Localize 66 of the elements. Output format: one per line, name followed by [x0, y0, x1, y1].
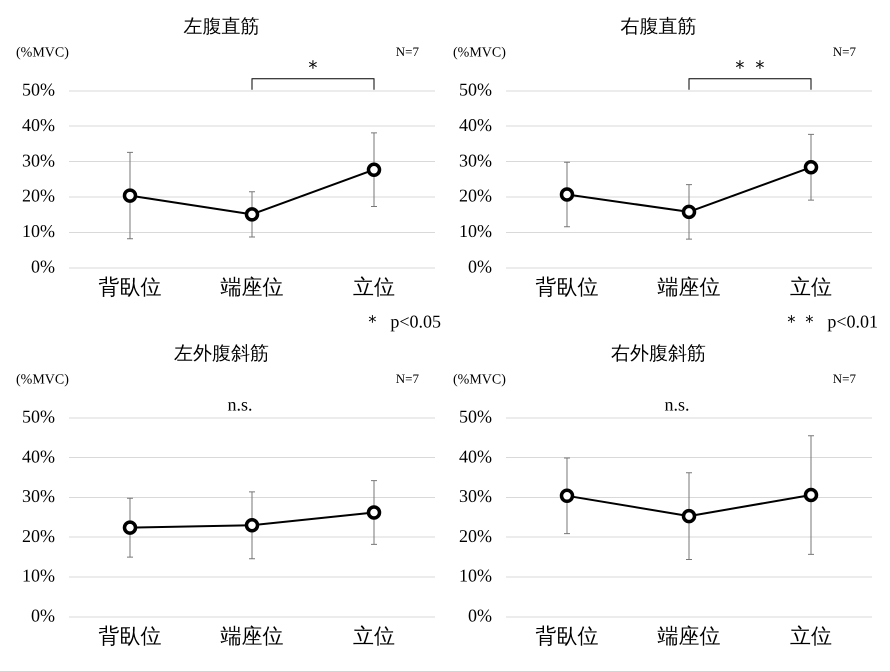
text: ＊＊ [730, 57, 770, 80]
x-tick-label: 背臥位 [535, 274, 598, 299]
y-tick-label: 30% [458, 486, 492, 506]
y-tick-label: 10% [22, 566, 55, 586]
x-tick-label: 端座位 [657, 624, 720, 648]
y-axis-title: (%MVC) [453, 372, 506, 388]
y-tick-label: 40% [458, 446, 492, 466]
y-tick-label: 40% [458, 114, 492, 135]
y-tick-label: 0% [30, 256, 55, 277]
y-axis-title: (%MVC) [453, 45, 506, 60]
y-axis-title: (%MVC) [16, 372, 70, 388]
y-tick-label: 50% [22, 80, 55, 100]
y-tick-label: 30% [22, 150, 55, 170]
x-tick-label: 立位 [790, 624, 832, 648]
point [560, 187, 574, 202]
y-tick-label: 30% [458, 150, 492, 170]
text: N=7 [832, 371, 856, 386]
x-tick-label: 背臥位 [98, 624, 162, 648]
x-tick-label: 立位 [353, 624, 395, 648]
y-tick-label: 50% [22, 406, 55, 427]
text: N=7 [396, 371, 420, 386]
y-tick-label: 10% [458, 221, 492, 242]
y-tick-label: 50% [458, 406, 492, 427]
x-tick-label: 背臥位 [535, 624, 598, 648]
chart-title: 右腹直筋 [620, 16, 696, 38]
y-tick-label: 0% [468, 606, 492, 626]
y-tick-label: 30% [22, 486, 55, 506]
text: n.s. [227, 394, 253, 415]
point [682, 204, 696, 220]
y-tick-label: 40% [22, 446, 55, 466]
y-tick-label: 40% [22, 114, 55, 135]
point [804, 488, 818, 502]
y-tick-label: 20% [458, 186, 492, 206]
text: ＊ [303, 57, 323, 80]
point [244, 518, 260, 533]
x-tick-label: 立位 [353, 274, 395, 299]
y-tick-label: 20% [22, 526, 55, 546]
x-tick-label: 端座位 [220, 624, 284, 648]
point [122, 520, 138, 535]
y-tick-label: 0% [468, 256, 492, 277]
text: N=7 [396, 44, 420, 60]
point [366, 162, 382, 177]
point [244, 207, 260, 222]
chart-title: 左外腹斜筋 [174, 343, 269, 364]
y-tick-label: 0% [30, 606, 55, 626]
text: N=7 [832, 44, 856, 60]
text: ＊ p<0.05 [363, 312, 441, 332]
x-tick-label: 立位 [790, 274, 832, 299]
y-tick-label: 10% [458, 566, 492, 586]
x-tick-label: 端座位 [657, 274, 720, 299]
point [804, 160, 818, 175]
point [560, 488, 574, 504]
point [682, 508, 696, 524]
point [122, 188, 138, 203]
chart-title: 左腹直筋 [184, 16, 260, 38]
y-axis-title: (%MVC) [16, 45, 70, 60]
y-tick-label: 50% [458, 80, 492, 100]
y-tick-label: 20% [458, 526, 492, 546]
text: ＊＊ p<0.01 [782, 312, 878, 332]
x-tick-label: 背臥位 [98, 274, 162, 299]
point [366, 505, 382, 520]
text: n.s. [664, 394, 690, 415]
y-tick-label: 20% [22, 186, 55, 206]
y-tick-label: 10% [22, 221, 55, 242]
chart-title: 右外腹斜筋 [611, 343, 706, 364]
x-tick-label: 端座位 [220, 274, 284, 299]
